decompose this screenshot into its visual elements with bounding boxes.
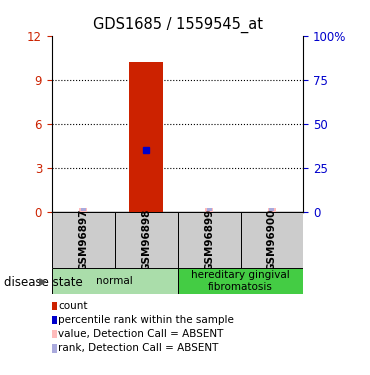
Text: GSM96900: GSM96900 [267,209,277,271]
Text: GSM96898: GSM96898 [141,209,151,271]
Text: percentile rank within the sample: percentile rank within the sample [58,315,234,325]
Text: disease state: disease state [4,276,83,288]
Text: value, Detection Call = ABSENT: value, Detection Call = ABSENT [58,329,224,339]
Bar [268,208,276,212]
Bar [52,212,115,268]
Bar [52,330,57,338]
Text: normal: normal [96,276,133,286]
Bar [81,208,86,211]
Bar [205,208,213,212]
Bar [79,208,87,212]
Bar [269,208,275,211]
Bar [52,268,178,294]
Bar [115,212,178,268]
Bar [240,212,303,268]
Text: GSM96899: GSM96899 [204,209,214,271]
Bar [178,212,240,268]
Bar [52,344,57,352]
Text: GSM96897: GSM96897 [78,209,88,271]
Bar [178,268,303,294]
Title: GDS1685 / 1559545_at: GDS1685 / 1559545_at [92,16,263,33]
Text: hereditary gingival
fibromatosis: hereditary gingival fibromatosis [191,270,290,292]
Bar [52,316,57,324]
Bar [206,208,212,211]
Bar [52,302,57,310]
Text: count: count [58,301,88,310]
Text: rank, Detection Call = ABSENT: rank, Detection Call = ABSENT [58,344,219,353]
Bar [129,62,164,212]
